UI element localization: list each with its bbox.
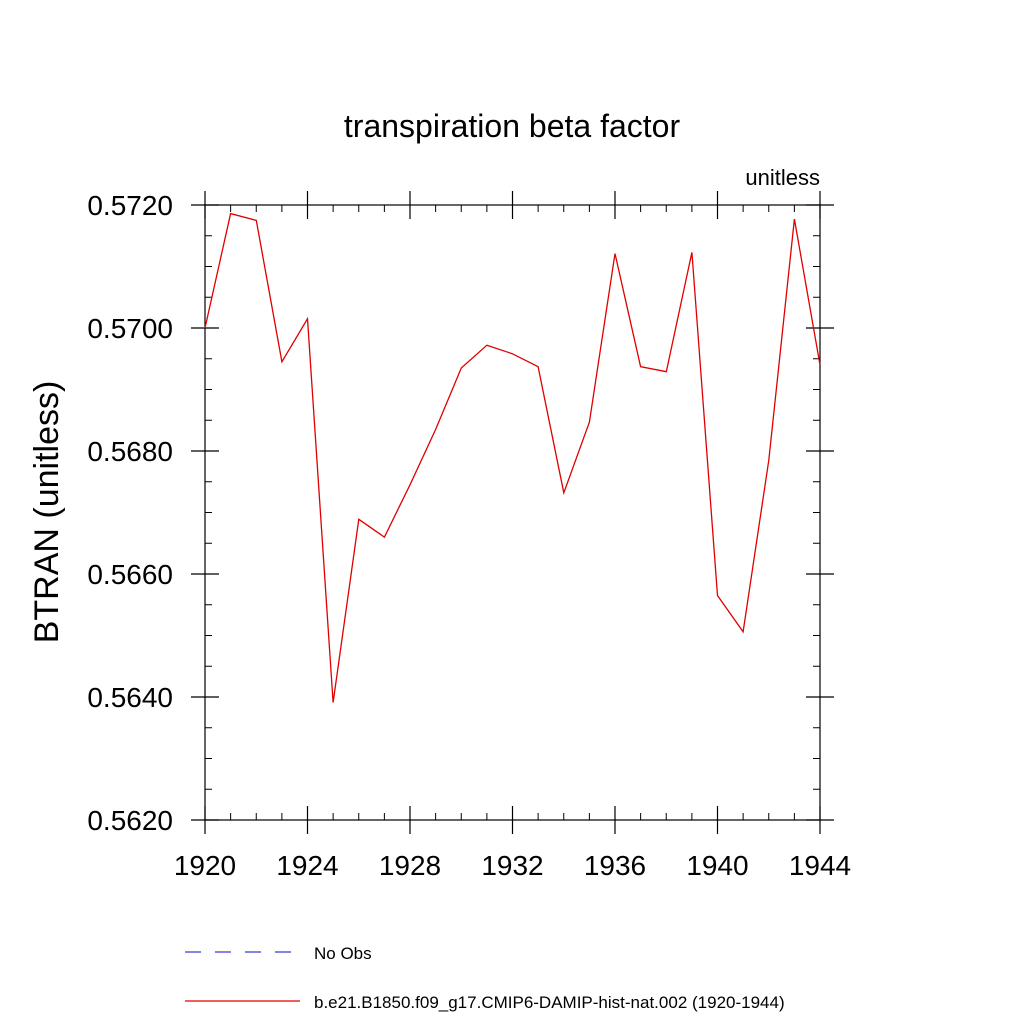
x-tick-label: 1920 <box>174 850 236 881</box>
legend-label: b.e21.B1850.f09_g17.CMIP6-DAMIP-hist-nat… <box>314 993 785 1012</box>
plot-lines <box>204 212 821 703</box>
y-tick-label: 0.5720 <box>87 190 173 221</box>
x-tick-label: 1924 <box>276 850 338 881</box>
x-tick-label: 1940 <box>686 850 748 881</box>
axes: 1920 1924 1928 1932 1936 1940 1944 0.5620 0.5640… <box>87 190 851 881</box>
x-tick-label: 1936 <box>584 850 646 881</box>
legend: No Obs b.e21.B1850.f09_g17.CMIP6-DAMIP-hi… <box>185 944 785 1012</box>
y-tick-label: 0.5700 <box>87 313 173 344</box>
series-line <box>204 212 821 703</box>
y-tick-label: 0.5620 <box>87 805 173 836</box>
x-tick-label: 1944 <box>789 850 851 881</box>
y-axis-label: BTRAN (unitless) <box>28 381 66 644</box>
chart-title: transpiration beta factor <box>344 108 681 144</box>
legend-label: No Obs <box>314 944 372 963</box>
x-tick-label: 1928 <box>379 850 441 881</box>
y-tick-label: 0.5680 <box>87 436 173 467</box>
x-tick-label: 1932 <box>481 850 543 881</box>
y-tick-label: 0.5660 <box>87 559 173 590</box>
plot-frame <box>204 204 821 821</box>
y-tick-label: 0.5640 <box>87 682 173 713</box>
units-label: unitless <box>745 165 820 190</box>
